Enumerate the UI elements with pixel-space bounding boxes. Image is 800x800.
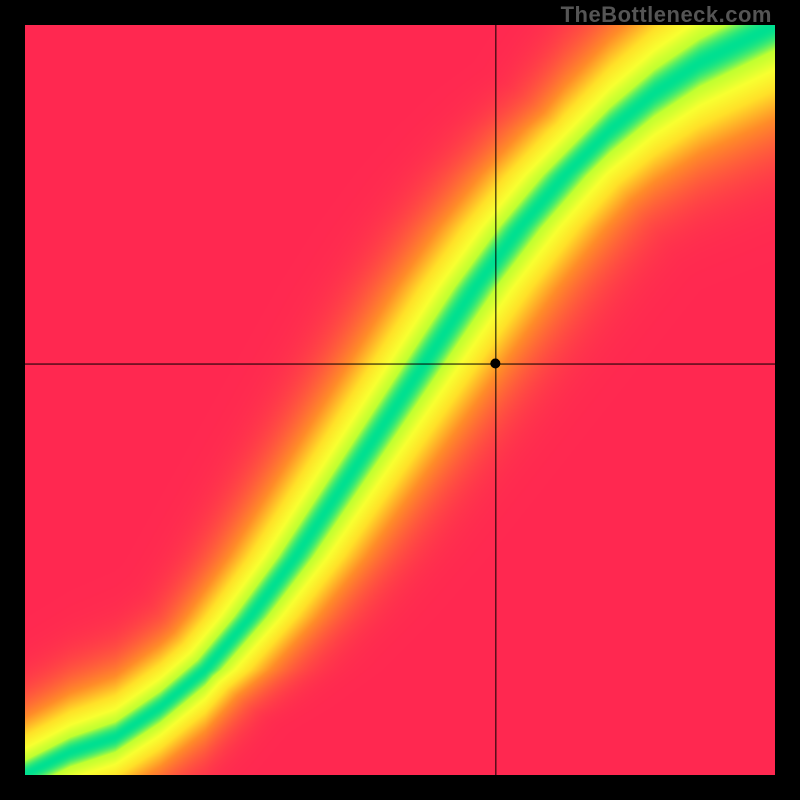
watermark-text: TheBottleneck.com [561, 2, 772, 28]
heatmap-canvas [25, 25, 775, 775]
chart-container: TheBottleneck.com [0, 0, 800, 800]
